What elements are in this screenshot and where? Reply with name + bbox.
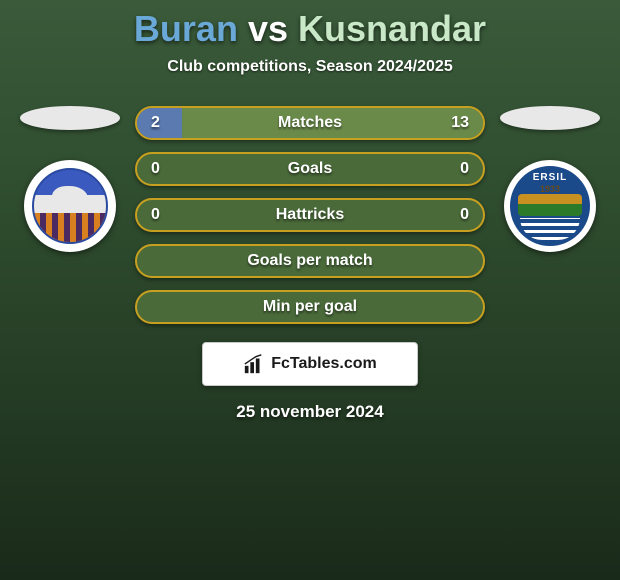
subtitle: Club competitions, Season 2024/2025 [167, 58, 452, 76]
brand-text: FcTables.com [271, 355, 377, 373]
stat-row-hattricks: 0 Hattricks 0 [135, 198, 485, 232]
page-title: Buran vs Kusnandar [134, 8, 486, 50]
stat-row-matches: 2 Matches 13 [135, 106, 485, 140]
player2-name: Kusnandar [298, 8, 486, 49]
stat-right-value: 0 [460, 206, 469, 224]
stat-label: Goals [288, 160, 332, 178]
stat-row-goals: 0 Goals 0 [135, 152, 485, 186]
club-badge-left [24, 160, 116, 252]
badge-right-text: ERSIL [510, 172, 590, 183]
player1-photo-placeholder [20, 106, 120, 130]
stat-right-value: 13 [451, 114, 469, 132]
player2-photo-placeholder [500, 106, 600, 130]
horse-icon [52, 186, 88, 211]
left-column [15, 106, 125, 252]
stat-label: Min per goal [263, 298, 357, 316]
stat-label: Goals per match [247, 252, 372, 270]
club-badge-left-inner [32, 168, 108, 244]
badge-stripes [34, 213, 106, 242]
stat-left-value: 2 [151, 114, 160, 132]
stat-right-value: 0 [460, 160, 469, 178]
stat-row-goals-per-match: Goals per match [135, 244, 485, 278]
badge-right-mid [518, 194, 582, 216]
stat-label: Hattricks [276, 206, 344, 224]
title-vs: vs [248, 8, 288, 49]
stats-column: 2 Matches 13 0 Goals 0 0 Hattricks 0 Goa… [135, 106, 485, 324]
stat-left-value: 0 [151, 160, 160, 178]
stat-left-value: 0 [151, 206, 160, 224]
main-row: 2 Matches 13 0 Goals 0 0 Hattricks 0 Goa… [0, 106, 620, 324]
player1-name: Buran [134, 8, 238, 49]
brand-link[interactable]: FcTables.com [202, 342, 418, 386]
bar-chart-icon [243, 353, 265, 375]
date-text: 25 november 2024 [236, 402, 383, 422]
stat-row-min-per-goal: Min per goal [135, 290, 485, 324]
badge-right-year: 1933 [510, 184, 590, 194]
stat-label: Matches [278, 114, 342, 132]
waves-icon [520, 218, 580, 240]
comparison-card: Buran vs Kusnandar Club competitions, Se… [0, 0, 620, 422]
club-badge-right: ERSIL 1933 [504, 160, 596, 252]
right-column: ERSIL 1933 [495, 106, 605, 252]
